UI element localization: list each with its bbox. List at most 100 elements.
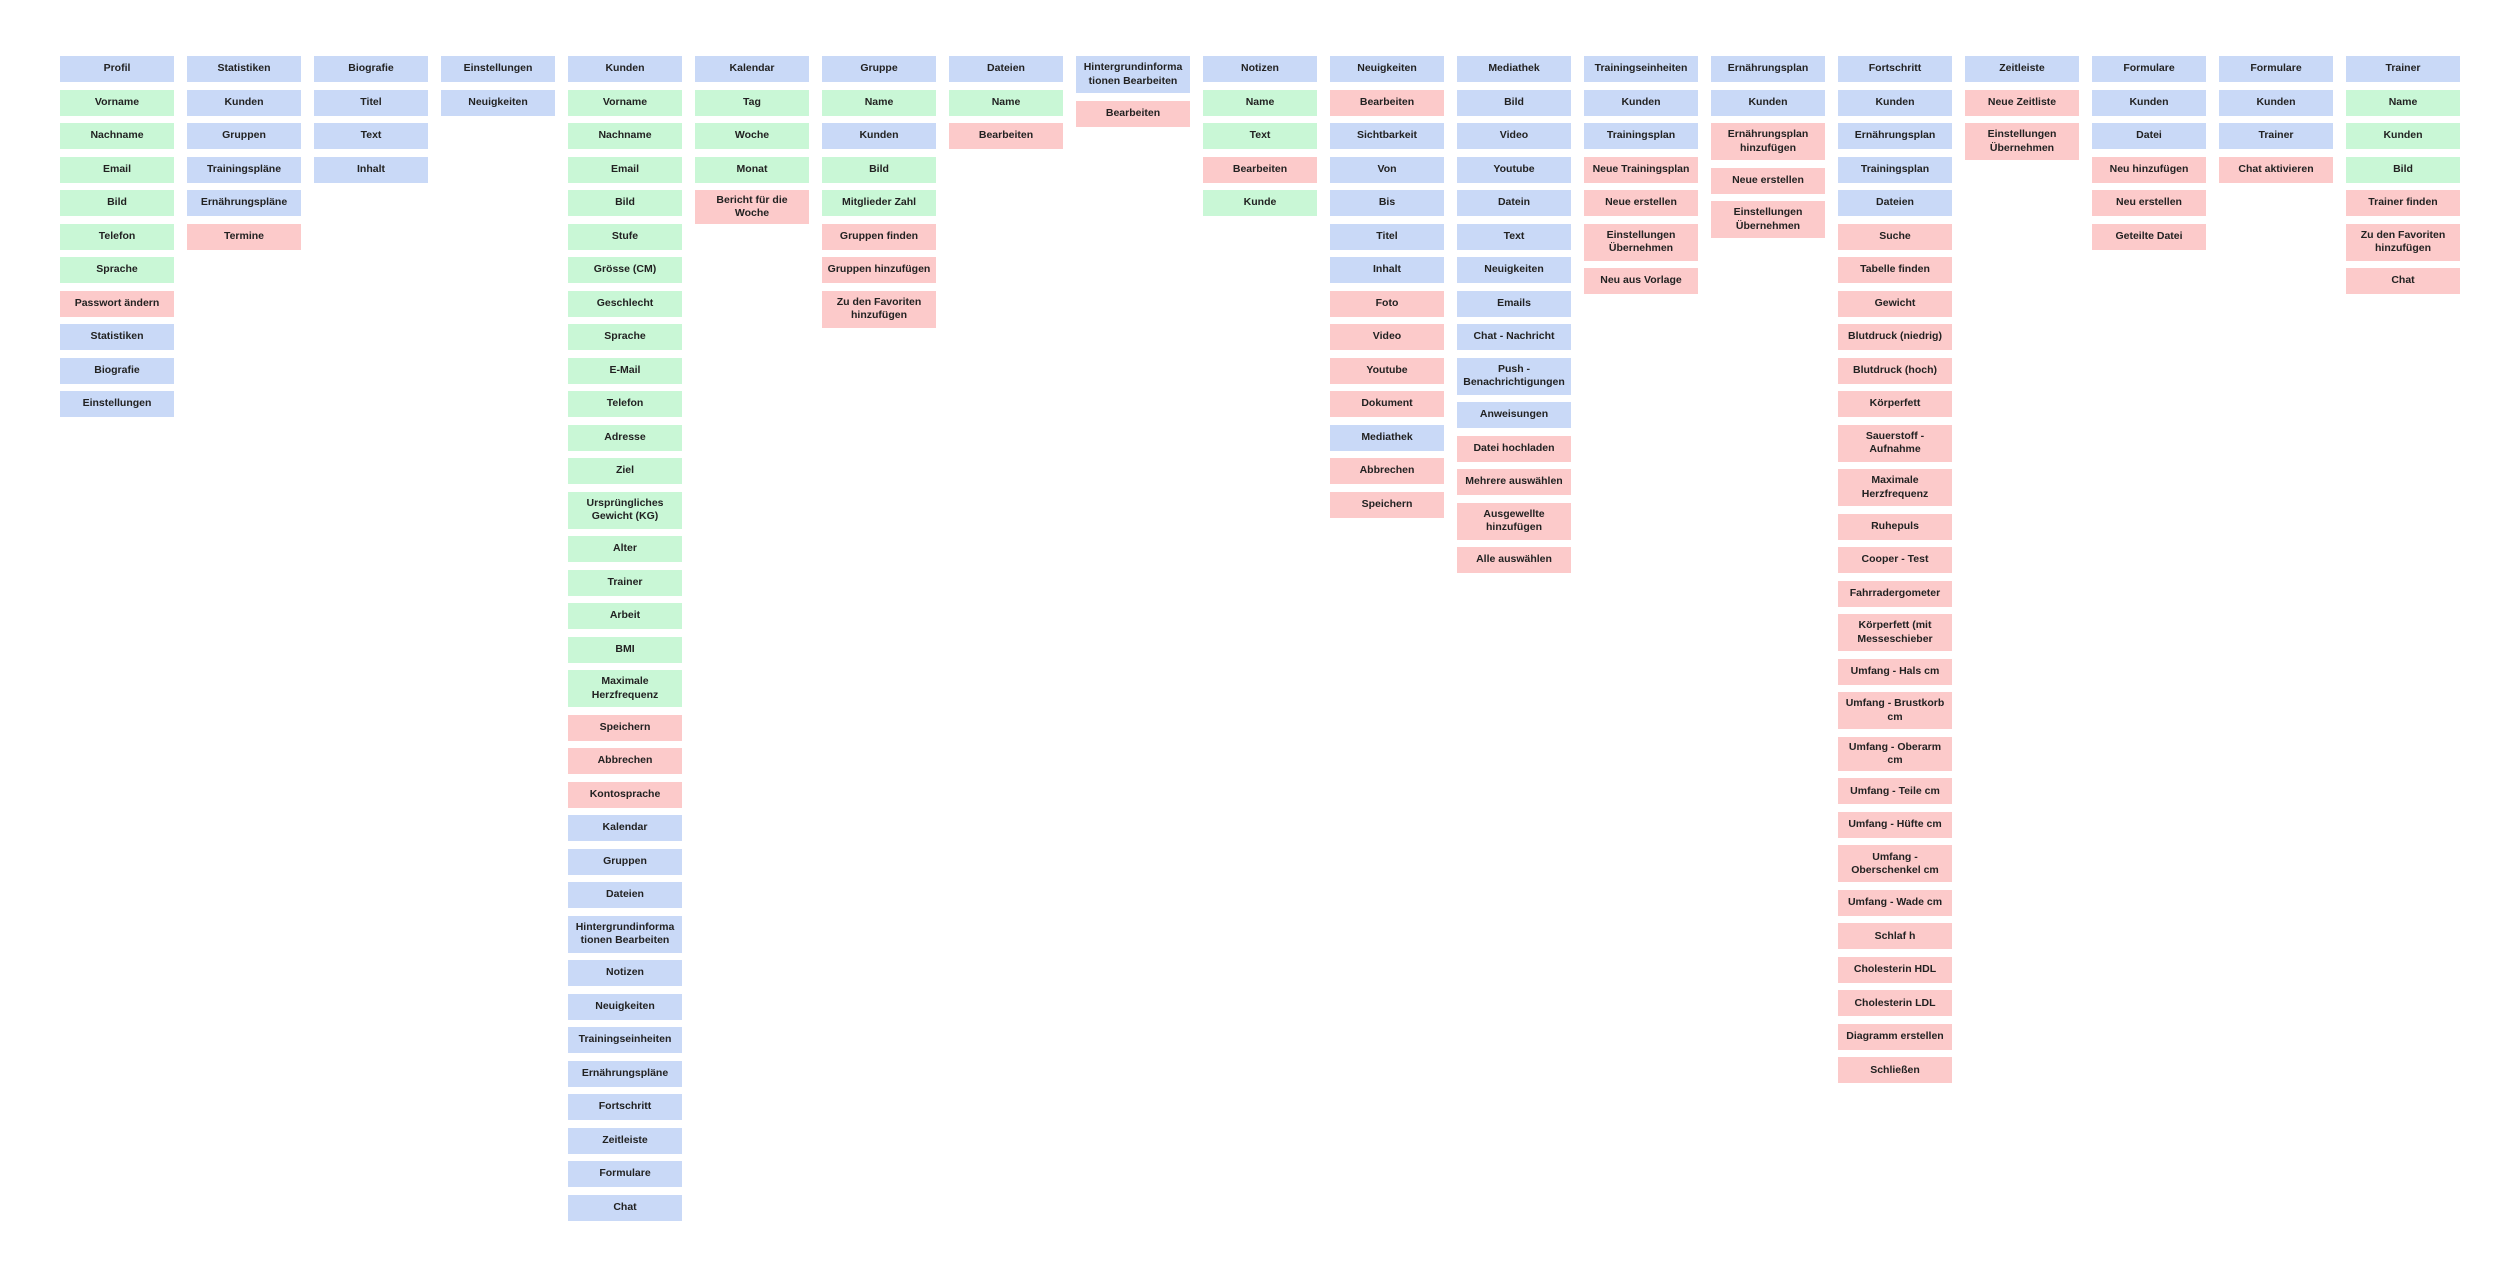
node-card: Sprache bbox=[60, 257, 174, 283]
node-card: Ernährungsplan hinzufügen bbox=[1711, 123, 1825, 160]
node-card: Alle auswählen bbox=[1457, 547, 1571, 573]
node-card: Kontosprache bbox=[568, 781, 682, 808]
node-card: Sichtbarkeit bbox=[1330, 123, 1444, 149]
node-card: Text bbox=[1203, 123, 1317, 149]
sitemap-column: Formulare Kunden Trainer Chat aktivieren bbox=[2219, 56, 2333, 190]
node-card: Emails bbox=[1457, 290, 1571, 317]
node-card: Trainer bbox=[568, 569, 682, 596]
node-card: Tag bbox=[695, 89, 809, 116]
sitemap-column: Zeitleiste Neue Zeitliste Einstellungen Üb… bbox=[1965, 56, 2079, 168]
column-header-card: Notizen bbox=[1203, 56, 1317, 82]
node-card: Titel bbox=[314, 89, 428, 116]
node-card: Ursprüngliches Gewicht (KG) bbox=[568, 491, 682, 529]
node-card: Neue erstellen bbox=[1584, 190, 1698, 216]
node-card: Chat - Nachricht bbox=[1457, 324, 1571, 350]
sitemap-column: Statistiken Kunden Gruppen Trainingspläne Er… bbox=[187, 56, 301, 257]
node-card: Email bbox=[568, 156, 682, 183]
node-card: Geschlecht bbox=[568, 290, 682, 317]
node-card: Bis bbox=[1330, 190, 1444, 216]
node-card: Ausgewellte hinzufügen bbox=[1457, 502, 1571, 540]
node-card: Kunden bbox=[1711, 89, 1825, 116]
node-card: Inhalt bbox=[314, 156, 428, 183]
node-card: Push - Benachrichtigungen bbox=[1457, 357, 1571, 395]
node-card: Neuigkeiten bbox=[441, 89, 555, 116]
node-card: Fortschritt bbox=[568, 1094, 682, 1120]
node-card: Dateien bbox=[568, 882, 682, 908]
node-card: Chat bbox=[568, 1194, 682, 1221]
node-card: Einstellungen Übernehmen bbox=[1711, 201, 1825, 238]
sitemap-column: Kunden Vorname Nachname Email Bild Stufe Gröss… bbox=[568, 56, 682, 1228]
column-header-card: Dateien bbox=[949, 56, 1063, 82]
node-card: Ziel bbox=[568, 458, 682, 484]
node-card: Name bbox=[2346, 89, 2460, 116]
sitemap-column: Gruppe Name Kunden Bild Mitglieder Zahl Grupp… bbox=[822, 56, 936, 335]
node-card: Schließen bbox=[1838, 1057, 1952, 1084]
node-card: Körperfett (mit Messeschieber bbox=[1838, 614, 1952, 651]
node-card: Kunden bbox=[2219, 89, 2333, 116]
node-card: Trainer finden bbox=[2346, 190, 2460, 216]
column-header-card: Biografie bbox=[314, 56, 428, 82]
node-card: Arbeit bbox=[568, 603, 682, 629]
node-card: Formulare bbox=[568, 1161, 682, 1187]
node-card: Cholesterin LDL bbox=[1838, 990, 1952, 1017]
node-card: Cooper - Test bbox=[1838, 547, 1952, 573]
node-card: Körperfett bbox=[1838, 391, 1952, 417]
node-card: Bild bbox=[568, 190, 682, 216]
node-card: Tabelle finden bbox=[1838, 257, 1952, 283]
column-header-card: Kunden bbox=[568, 56, 682, 82]
node-card: Telefon bbox=[568, 391, 682, 417]
column-header-card: Einstellungen bbox=[441, 56, 555, 82]
node-card: Text bbox=[1457, 223, 1571, 250]
node-card: Umfang - Wade cm bbox=[1838, 889, 1952, 916]
node-card: Nachname bbox=[60, 123, 174, 149]
column-header-card: Trainer bbox=[2346, 56, 2460, 82]
node-card: Ernährungspläne bbox=[187, 190, 301, 216]
node-card: Gruppen hinzufügen bbox=[822, 257, 936, 283]
node-card: Youtube bbox=[1457, 156, 1571, 183]
node-card: Kalendar bbox=[568, 815, 682, 841]
node-card: Umfang - Hüfte cm bbox=[1838, 811, 1952, 838]
node-card: E-Mail bbox=[568, 357, 682, 384]
node-card: Kunden bbox=[2092, 89, 2206, 116]
node-card: Einstellungen Übernehmen bbox=[1584, 223, 1698, 261]
node-card: Kunden bbox=[1838, 89, 1952, 116]
sitemap-column: Biografie Titel Text Inhalt bbox=[314, 56, 428, 190]
node-card: Trainingsplan bbox=[1584, 123, 1698, 149]
node-card: Ernährungsplan bbox=[1838, 123, 1952, 149]
node-card: BMI bbox=[568, 636, 682, 663]
node-card: Suche bbox=[1838, 223, 1952, 250]
node-card: Biografie bbox=[60, 357, 174, 384]
node-card: Umfang - Oberarm cm bbox=[1838, 736, 1952, 771]
node-card: Umfang - Hals cm bbox=[1838, 658, 1952, 685]
node-card: Neue erstellen bbox=[1711, 167, 1825, 194]
node-card: Trainingspläne bbox=[187, 156, 301, 183]
node-card: Trainer bbox=[2219, 123, 2333, 149]
sitemap-column: Einstellungen Neuigkeiten bbox=[441, 56, 555, 123]
column-header-card: Statistiken bbox=[187, 56, 301, 82]
node-card: Von bbox=[1330, 156, 1444, 183]
node-card: Email bbox=[60, 156, 174, 183]
node-card: Fahrradergometer bbox=[1838, 580, 1952, 607]
column-header-card: Kalendar bbox=[695, 56, 809, 82]
sitemap-column: Notizen Name Text Bearbeiten Kunde bbox=[1203, 56, 1317, 224]
node-card: Trainingsplan bbox=[1838, 156, 1952, 183]
column-header-card: Fortschritt bbox=[1838, 56, 1952, 82]
node-card: Bericht für die Woche bbox=[695, 190, 809, 225]
node-card: Bearbeiten bbox=[949, 123, 1063, 149]
node-card: Vorname bbox=[60, 89, 174, 116]
sitemap-column: Neuigkeiten Bearbeiten Sichtbarkeit Von Bis T… bbox=[1330, 56, 1444, 525]
node-card: Name bbox=[949, 89, 1063, 116]
node-card: Grösse (CM) bbox=[568, 257, 682, 283]
node-card: Neue Trainingsplan bbox=[1584, 156, 1698, 183]
node-card: Gruppen bbox=[568, 848, 682, 875]
column-header-card: Mediathek bbox=[1457, 56, 1571, 82]
node-card: Neue Zeitliste bbox=[1965, 89, 2079, 116]
node-card: Ernährungspläne bbox=[568, 1060, 682, 1087]
node-card: Youtube bbox=[1330, 357, 1444, 384]
node-card: Alter bbox=[568, 536, 682, 562]
node-card: Neu erstellen bbox=[2092, 190, 2206, 216]
node-card: Bild bbox=[60, 190, 174, 216]
sitemap-column: Mediathek Bild Video Youtube Datein Text Neuig… bbox=[1457, 56, 1571, 581]
sitemap-column: Trainer Name Kunden Bild Trainer finden Zu de… bbox=[2346, 56, 2460, 302]
sitemap-column: Fortschritt Kunden Ernährungsplan Trainings… bbox=[1838, 56, 1952, 1091]
